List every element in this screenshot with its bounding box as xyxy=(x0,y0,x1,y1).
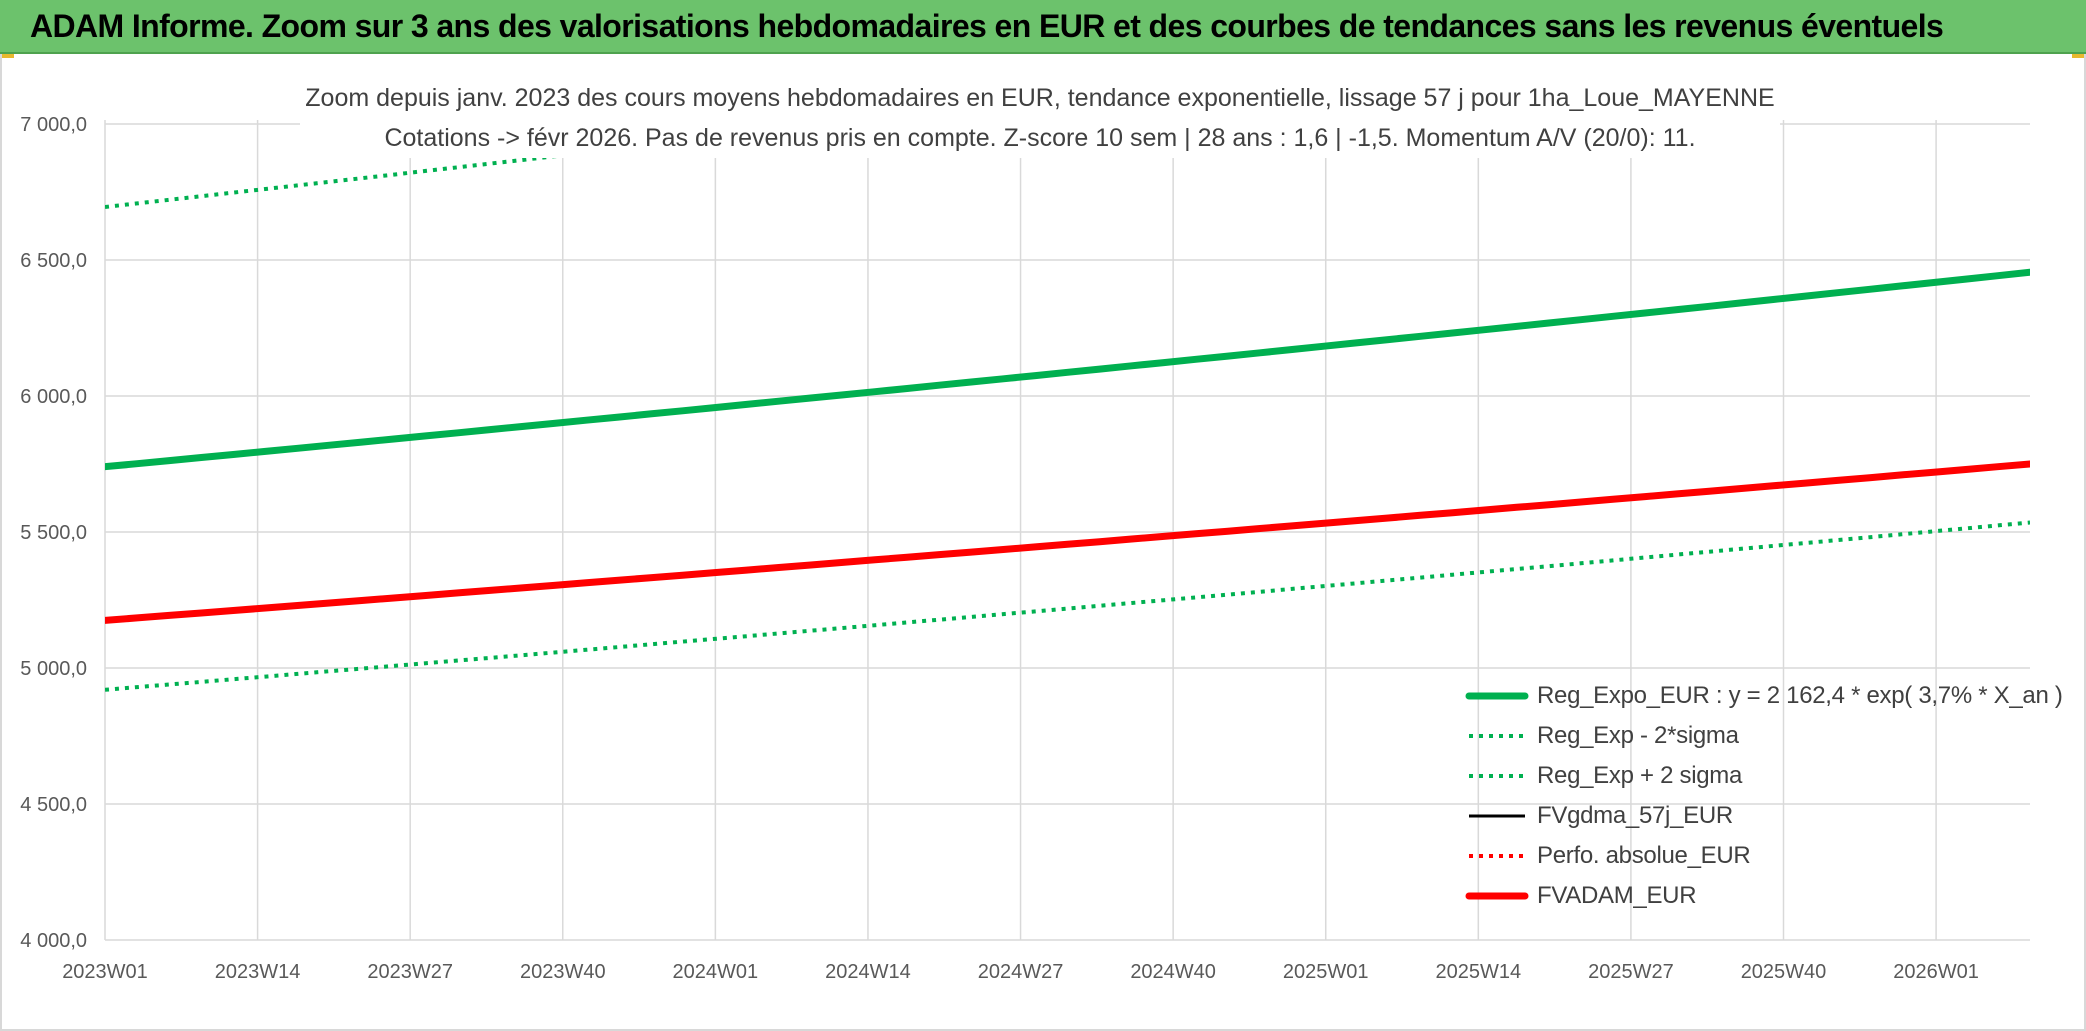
x-tick-label: 2024W27 xyxy=(978,961,1064,983)
corner-accent-right xyxy=(2072,54,2086,58)
chart-title: Zoom depuis janv. 2023 des cours moyens … xyxy=(300,78,1780,158)
chart-legend: Reg_Expo_EUR : y = 2 162,4 * exp( 3,7% *… xyxy=(1465,676,2063,916)
legend-swatch-line xyxy=(1469,854,1525,858)
y-tick-label: 4 000,0 xyxy=(20,930,87,952)
y-tick-label: 5 000,0 xyxy=(20,658,87,680)
x-tick-label: 2023W27 xyxy=(367,961,453,983)
legend-swatch-line xyxy=(1469,774,1525,778)
legend-swatch-line xyxy=(1465,692,1529,700)
chart-title-line-2: Cotations -> févr 2026. Pas de revenus p… xyxy=(384,124,1696,152)
chart-title-line-1: Zoom depuis janv. 2023 des cours moyens … xyxy=(305,84,1775,112)
legend-label: Reg_Exp + 2 sigma xyxy=(1537,762,1743,789)
series-line-5 xyxy=(105,460,2030,624)
x-tick-label: 2025W40 xyxy=(1741,961,1827,983)
x-tick-label: 2023W01 xyxy=(62,961,148,983)
legend-swatch-line xyxy=(1469,734,1525,738)
corner-accent-left xyxy=(0,54,14,58)
gridlines xyxy=(104,120,2030,941)
legend-item: Reg_Expo_EUR : y = 2 162,4 * exp( 3,7% *… xyxy=(1465,676,2063,716)
legend-item: FVgdma_57j_EUR xyxy=(1465,796,2045,836)
legend-label: FVgdma_57j_EUR xyxy=(1537,802,1733,829)
series-lines xyxy=(105,120,2030,692)
legend-swatch xyxy=(1465,809,1529,823)
x-tick-label: 2024W14 xyxy=(825,961,911,983)
x-tick-label: 2025W14 xyxy=(1436,961,1522,983)
report-title: ADAM Informe. Zoom sur 3 ans des valoris… xyxy=(30,8,1944,44)
x-tick-label: 2023W14 xyxy=(215,961,301,983)
legend-label: Reg_Exp - 2*sigma xyxy=(1537,722,1739,749)
legend-item: Perfo. absolue_EUR xyxy=(1465,836,2045,876)
x-tick-label: 2025W01 xyxy=(1283,961,1369,983)
legend-label: Reg_Expo_EUR : y = 2 162,4 * exp( 3,7% *… xyxy=(1537,682,2063,709)
legend-swatch xyxy=(1465,769,1529,783)
legend-item: FVADAM_EUR xyxy=(1465,876,2045,916)
legend-label: FVADAM_EUR xyxy=(1537,882,1697,909)
y-tick-label: 6 000,0 xyxy=(20,386,87,408)
x-tick-label: 2025W27 xyxy=(1588,961,1674,983)
legend-item: Reg_Exp + 2 sigma xyxy=(1465,756,2045,796)
x-tick-label: 2023W40 xyxy=(520,961,606,983)
legend-swatch-line xyxy=(1469,814,1525,818)
legend-swatch xyxy=(1465,889,1529,903)
legend-swatch-line xyxy=(1465,892,1529,900)
series-line-1 xyxy=(105,520,2030,692)
axis-labels: 7 000,0 6 500,0 6 000,0 5 500,0 5 000,0 4 500… xyxy=(20,114,1979,983)
legend-label: Perfo. absolue_EUR xyxy=(1537,842,1751,869)
x-tick-label: 2024W40 xyxy=(1130,961,1216,983)
series-line-0 xyxy=(105,268,2030,471)
report-banner: ADAM Informe. Zoom sur 3 ans des valoris… xyxy=(0,0,2086,54)
legend-swatch xyxy=(1465,729,1529,743)
y-tick-label: 7 000,0 xyxy=(20,114,87,136)
x-tick-label: 2026W01 xyxy=(1893,961,1979,983)
legend-swatch xyxy=(1465,689,1529,703)
y-tick-label: 4 500,0 xyxy=(20,794,87,816)
legend-item: Reg_Exp - 2*sigma xyxy=(1465,716,2045,756)
y-tick-label: 6 500,0 xyxy=(20,250,87,272)
legend-swatch xyxy=(1465,849,1529,863)
series-line-2 xyxy=(105,120,887,209)
chart-frame xyxy=(0,54,2086,1031)
y-tick-label: 5 500,0 xyxy=(20,522,87,544)
x-tick-label: 2024W01 xyxy=(673,961,759,983)
